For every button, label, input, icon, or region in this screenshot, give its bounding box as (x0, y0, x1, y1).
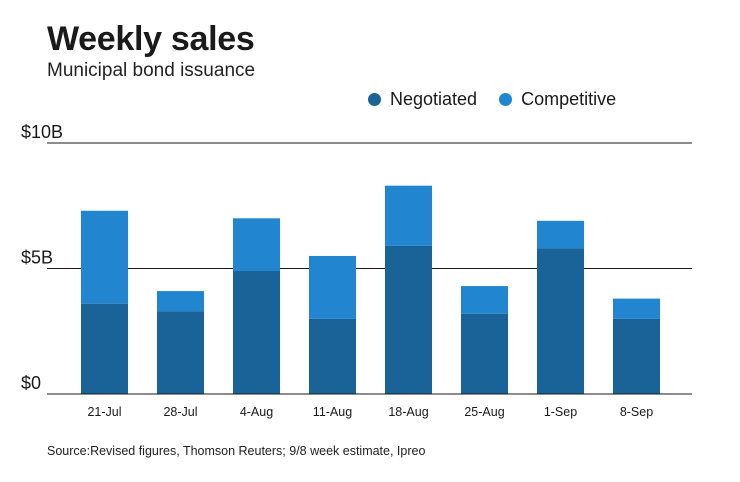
bar-competitive-11-aug (309, 255, 356, 319)
bar-negotiated-8-sep (613, 318, 660, 394)
legend-label-competitive: Competitive (521, 89, 617, 109)
bar-competitive-25-aug (461, 286, 508, 314)
bar-negotiated-25-aug (461, 313, 508, 394)
bar-competitive-4-aug (233, 218, 280, 272)
chart-title: Weekly sales (47, 20, 255, 58)
legend-swatch-competitive (499, 93, 513, 106)
x-tick-label-6: 1-Sep (544, 405, 577, 419)
bar-competitive-18-aug (385, 185, 432, 246)
bar-negotiated-21-jul (81, 303, 128, 394)
bar-negotiated-28-jul (157, 311, 204, 394)
legend-swatch-negotiated (368, 93, 381, 106)
x-tick-label-4: 18-Aug (388, 405, 428, 419)
x-tick-label-7: 8-Sep (620, 405, 653, 419)
bar-negotiated-4-aug (233, 271, 280, 394)
bar-negotiated-18-aug (385, 245, 432, 394)
legend-item-negotiated: Negotiated (368, 89, 477, 110)
bar-negotiated-11-aug (309, 318, 356, 394)
x-tick-label-3: 11-Aug (313, 405, 352, 419)
y-tick-label-0: $0 (21, 373, 41, 393)
legend-label-negotiated: Negotiated (390, 89, 478, 109)
legend-item-competitive: Competitive (499, 89, 616, 110)
x-tick-label-5: 25-Aug (464, 405, 504, 419)
bar-competitive-8-sep (613, 298, 660, 319)
y-tick-label-2: $10B (21, 122, 63, 142)
legend: Negotiated Competitive (368, 89, 616, 110)
bar-competitive-21-jul (81, 210, 128, 304)
x-tick-label-2: 4-Aug (240, 405, 273, 419)
x-tick-label-0: 21-Jul (87, 405, 121, 419)
x-tick-label-1: 28-Jul (163, 405, 197, 419)
y-tick-label-1: $5B (21, 248, 53, 268)
bar-competitive-1-sep (537, 220, 584, 249)
bar-negotiated-1-sep (537, 248, 584, 394)
bar-competitive-28-jul (157, 291, 204, 312)
source-note: Source:Revised figures, Thomson Reuters;… (47, 444, 426, 458)
chart-subtitle: Municipal bond issuance (47, 60, 256, 81)
